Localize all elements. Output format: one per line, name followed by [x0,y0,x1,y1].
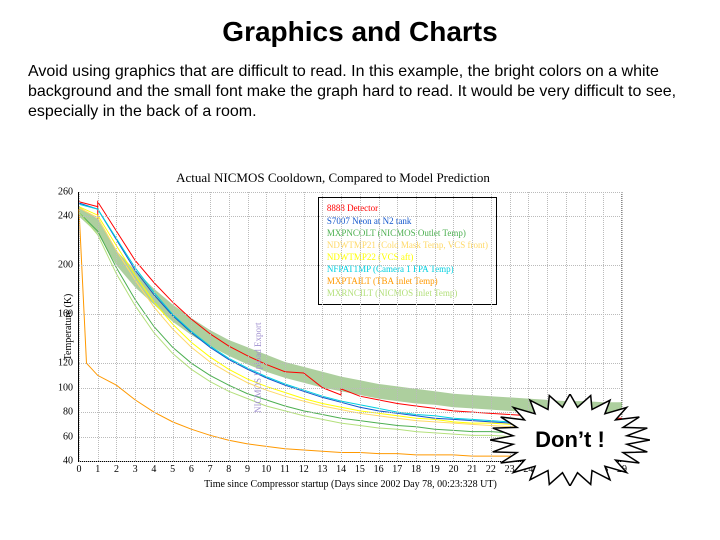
grid-h [79,388,622,389]
xtick: 5 [170,461,175,475]
grid-v [191,192,192,461]
xtick: 20 [448,461,458,475]
legend-item: MXPNCOLT (NICMOS Outlet Temp) [327,227,488,239]
grid-v [266,192,267,461]
grid-v [173,192,174,461]
xtick: 13 [317,461,327,475]
xtick: 10 [261,461,271,475]
grid-h [79,192,622,193]
ytick: 160 [58,309,79,320]
ytick: 100 [58,382,79,393]
y-axis-label: Temperature (K) [63,293,74,360]
page-title: Graphics and Charts [28,16,692,48]
xtick: 18 [411,461,421,475]
grid-h [79,314,622,315]
grid-v [472,192,473,461]
xtick: 6 [189,461,194,475]
xtick: 21 [467,461,477,475]
xtick: 14 [336,461,346,475]
grid-v [210,192,211,461]
xtick: 0 [77,461,82,475]
grid-v [98,192,99,461]
xtick: 19 [430,461,440,475]
xtick: 1 [95,461,100,475]
grid-v [453,192,454,461]
xtick: 16 [374,461,384,475]
xtick: 3 [133,461,138,475]
ytick: 260 [58,187,79,198]
legend-item: MXRNCILT (NICMOS Inlet Temp) [327,287,488,299]
ytick: 200 [58,260,79,271]
grid-v [154,192,155,461]
grid-v [435,192,436,461]
grid-h [79,363,622,364]
xtick: 9 [245,461,250,475]
xtick: 17 [392,461,402,475]
x-axis-label: Time since Compressor startup (Days sinc… [204,479,497,490]
xtick: 8 [226,461,231,475]
legend: 8888 DetectorS7007 Neon at N2 tankMXPNCO… [318,197,497,304]
grid-v [229,192,230,461]
legend-item: NDWTMP22 (VCS aft) [327,251,488,263]
grid-v [416,192,417,461]
grid-v [379,192,380,461]
grid-v [360,192,361,461]
legend-item: NDWTMP21 (Cold Mask Temp, VCS front) [327,239,488,251]
grid-v [79,192,80,461]
xtick: 11 [280,461,290,475]
grid-v [116,192,117,461]
dont-callout: Don’t ! [490,394,650,486]
grid-v [135,192,136,461]
ytick: 60 [63,431,79,442]
grid-v [248,192,249,461]
ytick: 80 [63,407,79,418]
grid-h [79,216,622,217]
xtick: 2 [114,461,119,475]
xtick: 12 [299,461,309,475]
grid-v [285,192,286,461]
ytick: 240 [58,211,79,222]
sideways-label: NICMOS Upload Export [253,322,263,413]
xtick: 4 [151,461,156,475]
body-text: Avoid using graphics that are difficult … [28,62,692,122]
grid-v [322,192,323,461]
xtick: 7 [208,461,213,475]
xtick: 15 [355,461,365,475]
chart-title: Actual NICMOS Cooldown, Compared to Mode… [28,170,638,186]
ytick: 120 [58,358,79,369]
grid-v [304,192,305,461]
grid-h [79,265,622,266]
legend-item: MXPTAILT (TBA Inlet Temp) [327,275,488,287]
dont-text: Don’t ! [490,394,650,486]
grid-v [397,192,398,461]
grid-v [341,192,342,461]
legend-item: 8888 Detector [327,202,488,214]
